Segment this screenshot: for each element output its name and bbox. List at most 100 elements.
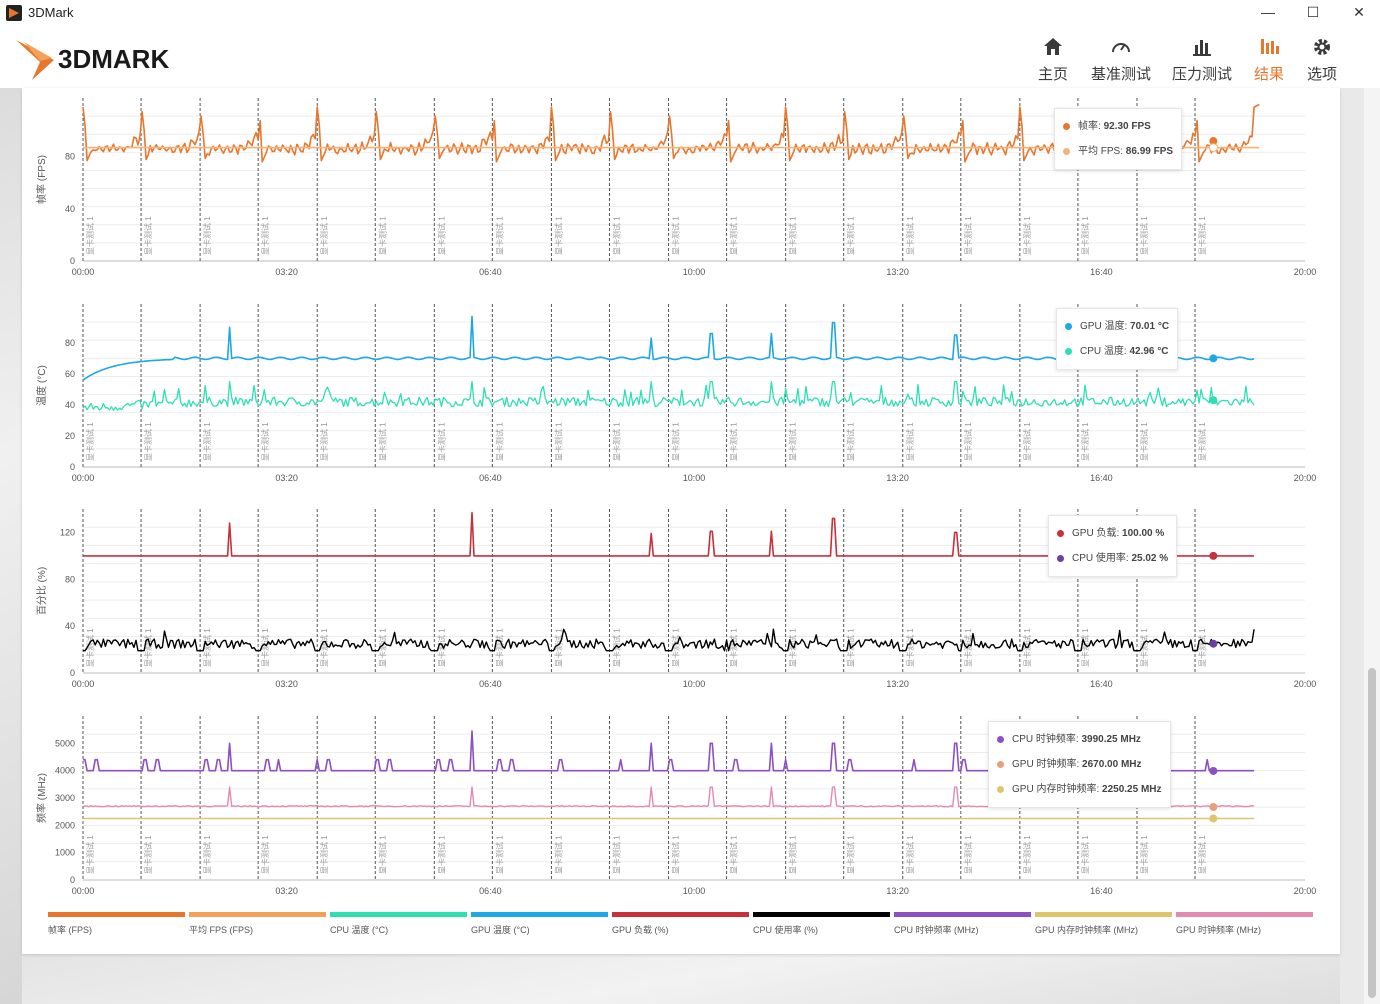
- tooltip-label: GPU 内存时钟频率:: [1012, 784, 1103, 795]
- legend-item[interactable]: CPU 时钟频率 (MHz): [894, 912, 1031, 936]
- test-marker-label: 显卡测试 1: [611, 216, 621, 255]
- tooltip-row: CPU 时钟频率: 3990.25 MHz: [997, 727, 1162, 752]
- legend-item[interactable]: GPU 时钟频率 (MHz): [1176, 912, 1313, 936]
- nav-benchmarks-label: 基准测试: [1090, 66, 1151, 83]
- x-tick-label: 20:00: [1294, 679, 1317, 689]
- avg-fps-hover-dot: [1208, 143, 1218, 153]
- pct-tooltip: GPU 负载: 100.00 % CPU 使用率: 25.02 %: [1048, 515, 1178, 577]
- tooltip-value: 25.02 %: [1131, 553, 1169, 564]
- test-marker-label: 显卡测试 1: [671, 216, 681, 255]
- scrollbar[interactable]: [1364, 88, 1380, 1004]
- test-marker-label: 显卡测试 1: [377, 628, 387, 667]
- test-marker-label: 显卡测试 1: [319, 628, 329, 667]
- tooltip-value: 70.01 °C: [1130, 321, 1170, 332]
- test-marker-label: 显卡测试 1: [202, 216, 212, 255]
- series-color-dot: [997, 760, 1004, 768]
- nav-benchmarks[interactable]: 基准测试: [1090, 34, 1152, 84]
- y-tick-label: 80: [65, 338, 75, 348]
- app-icon: [6, 5, 22, 21]
- fps-tooltip: 帧率: 92.30 FPS 平均 FPS: 86.99 FPS: [1054, 108, 1183, 170]
- maximize-button[interactable]: ☐: [1306, 4, 1320, 20]
- test-marker-label: 显卡测试 1: [1139, 422, 1149, 461]
- x-tick-label: 00:00: [72, 679, 95, 689]
- series-color-dot: [997, 785, 1004, 793]
- tooltip-row: CPU 温度: 42.96 °C: [1065, 339, 1169, 364]
- legend-item[interactable]: GPU 负载 (%): [612, 912, 749, 936]
- legend-color-bar: [1035, 912, 1172, 917]
- test-marker-label: 显卡测试 1: [553, 835, 563, 874]
- gpu-load-hover-dot: [1209, 551, 1218, 560]
- legend-label: CPU 温度 (°C): [330, 925, 389, 935]
- y-axis-label: 百分比 (%): [36, 567, 48, 615]
- tooltip-label: 平均 FPS:: [1078, 146, 1126, 157]
- test-marker-label: 显卡测试 1: [1080, 628, 1090, 667]
- legend-color-bar: [189, 912, 326, 917]
- cpu-temp-hover-dot: [1209, 396, 1218, 405]
- y-axis-label: 频率 (MHz): [35, 773, 48, 823]
- test-marker-label: 显卡测试 1: [1139, 835, 1149, 874]
- logo-text: 3DMARK: [58, 44, 169, 74]
- test-marker-label: 显卡测试 1: [671, 628, 681, 667]
- legend-color-bar: [330, 912, 467, 917]
- x-tick-label: 00:00: [72, 473, 95, 483]
- gpu-mem-clock-hover-dot: [1209, 814, 1218, 823]
- x-tick-label: 00:00: [72, 267, 95, 277]
- gpu-clock-hover-dot: [1209, 803, 1218, 812]
- test-marker-label: 显卡测试 1: [1197, 422, 1207, 461]
- test-marker-label: 显卡测试 1: [377, 216, 387, 255]
- series-color-dot: [1057, 529, 1064, 537]
- legend-item[interactable]: CPU 温度 (°C): [330, 912, 467, 936]
- y-tick-label: 20: [65, 431, 75, 441]
- x-tick-label: 10:00: [683, 679, 706, 689]
- legend-item[interactable]: 帧率 (FPS): [48, 912, 185, 936]
- test-marker-label: 显卡测试 1: [202, 422, 212, 461]
- cpu-temp-line: [82, 380, 1255, 411]
- cpu-usage-line: [83, 628, 1255, 652]
- gpu-temp-hover-dot: [1209, 354, 1218, 363]
- legend-item[interactable]: GPU 温度 (°C): [471, 912, 608, 936]
- legend-item[interactable]: 平均 FPS (FPS): [189, 912, 326, 936]
- test-marker-label: 显卡测试 1: [905, 835, 915, 874]
- tooltip-row: CPU 使用率: 25.02 %: [1057, 546, 1168, 571]
- test-marker-label: 显卡测试 1: [1080, 216, 1090, 255]
- legend-item[interactable]: CPU 使用率 (%): [753, 912, 890, 936]
- nav-stress-tests-label: 压力测试: [1171, 66, 1232, 83]
- legend-label: GPU 负载 (%): [612, 925, 669, 935]
- scrollbar-thumb[interactable]: [1368, 668, 1376, 998]
- window-title: 3DMark: [28, 5, 74, 20]
- nav-results[interactable]: 结果: [1252, 34, 1286, 84]
- temp-tooltip: GPU 温度: 70.01 °C CPU 温度: 42.96 °C: [1056, 308, 1179, 370]
- test-marker-label: 显卡测试 1: [1197, 835, 1207, 874]
- nav-stress-tests[interactable]: 压力测试: [1171, 34, 1233, 84]
- tooltip-row: GPU 内存时钟频率: 2250.25 MHz: [997, 777, 1162, 802]
- y-tick-label: 80: [65, 152, 75, 162]
- test-marker-label: 显卡测试 1: [846, 216, 856, 255]
- tooltip-value: 3990.25 MHz: [1081, 734, 1141, 745]
- x-tick-label: 20:00: [1294, 886, 1317, 896]
- nav-options[interactable]: 选项: [1305, 34, 1339, 84]
- minimize-button[interactable]: —: [1261, 4, 1275, 20]
- tooltip-value: 86.99 FPS: [1125, 146, 1174, 157]
- x-tick-label: 06:40: [479, 473, 502, 483]
- legend-label: GPU 时钟频率 (MHz): [1176, 925, 1261, 935]
- test-marker-label: 显卡测试 1: [436, 216, 446, 255]
- test-marker-label: 显卡测试 1: [85, 216, 95, 255]
- y-tick-label: 60: [65, 369, 75, 379]
- gear-icon: [1314, 39, 1330, 55]
- cpu-clock-hover-dot: [1209, 766, 1218, 775]
- x-tick-label: 16:40: [1090, 886, 1113, 896]
- legend-item[interactable]: GPU 内存时钟频率 (MHz): [1035, 912, 1172, 936]
- test-marker-label: 显卡测试 1: [436, 835, 446, 874]
- nav-home[interactable]: 主页: [1036, 34, 1070, 84]
- close-button[interactable]: ✕: [1353, 4, 1365, 20]
- test-marker-label: 显卡测试 1: [436, 628, 446, 667]
- home-icon: [1044, 38, 1062, 55]
- tooltip-label: CPU 温度:: [1080, 346, 1130, 357]
- tooltip-value: 2250.25 MHz: [1102, 784, 1162, 795]
- x-tick-label: 13:20: [886, 267, 909, 277]
- y-tick-label: 0: [70, 875, 75, 885]
- 3dmark-logo[interactable]: 3DMARK: [14, 34, 224, 82]
- results-panel: 0 40 80 帧率 (FPS) 00:00 03:20 06:40 10:00 13:20 16…: [22, 88, 1340, 954]
- test-marker-label: 显卡测试 1: [494, 216, 504, 255]
- test-marker-label: 显卡测试 1: [260, 422, 270, 461]
